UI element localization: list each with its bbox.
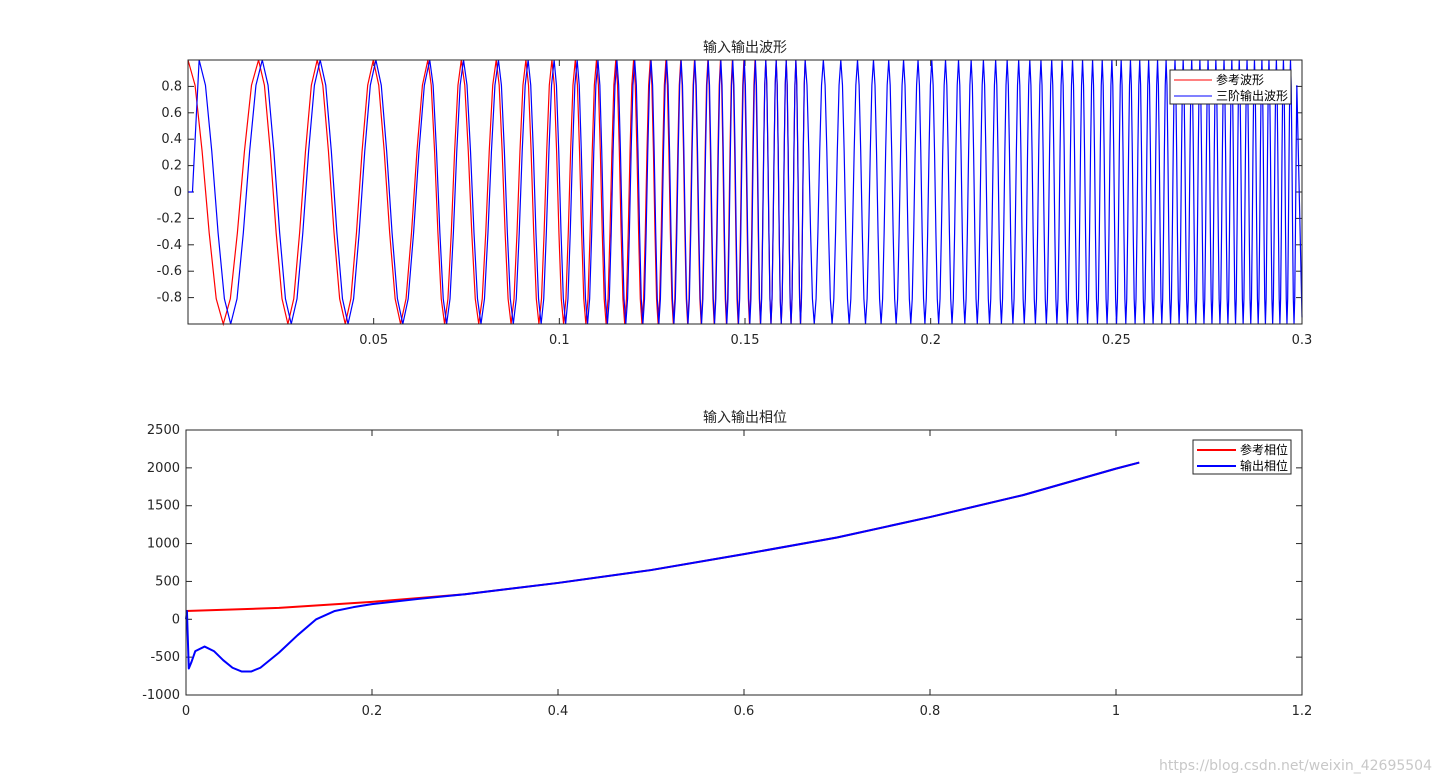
y-tick-label: -500 bbox=[150, 650, 180, 665]
y-tick-label: 1000 bbox=[147, 537, 180, 552]
y-tick-label: -0.2 bbox=[157, 211, 182, 226]
legend-box bbox=[1169, 69, 1292, 105]
plot-phase: 0 0.2 0.4 0.6 0.8 1 1.2 2500 2000 1500 1000 500 0 -50… bbox=[142, 410, 1312, 719]
y-tick-label: 0 bbox=[172, 612, 180, 627]
x-tick-label: 0.4 bbox=[548, 704, 569, 719]
x-tick-label: 0.2 bbox=[920, 333, 941, 348]
x-tick-label: 0.2 bbox=[362, 704, 383, 719]
x-tick-label: 0.8 bbox=[920, 704, 941, 719]
legend-label-output: 输出相位 bbox=[1240, 458, 1288, 473]
plot-waveform-frame bbox=[187, 59, 1303, 325]
legend-label-reference: 参考波形 bbox=[1216, 72, 1264, 87]
x-tick-label: 0 bbox=[182, 704, 190, 719]
y-tick-label: 0 bbox=[174, 185, 182, 200]
plot-waveform-title: 输入输出波形 bbox=[703, 40, 787, 56]
y-tick-label: 0.6 bbox=[161, 106, 182, 121]
legend-label-output: 三阶输出波形 bbox=[1216, 88, 1288, 103]
y-tick-label: 0.8 bbox=[161, 79, 182, 94]
y-tick-label: -1000 bbox=[142, 688, 180, 703]
y-tick-label: 1500 bbox=[147, 499, 180, 514]
series-line-output bbox=[185, 461, 1140, 673]
y-tick-label: 500 bbox=[155, 574, 180, 589]
y-tick-label: 2500 bbox=[147, 423, 180, 438]
plot-phase-background bbox=[186, 430, 1302, 695]
y-tick-label: -0.4 bbox=[157, 238, 182, 253]
x-tick-label: 0.3 bbox=[1292, 333, 1313, 348]
y-tick-label: -0.8 bbox=[157, 291, 182, 306]
legend-label-reference: 参考相位 bbox=[1240, 442, 1288, 457]
plot-phase-legend: 参考相位 输出相位 bbox=[1192, 439, 1292, 475]
x-tick-label: 1.2 bbox=[1292, 704, 1313, 719]
y-tick-label: -0.6 bbox=[157, 264, 182, 279]
plot-waveform-legend: 参考波形 三阶输出波形 bbox=[1169, 69, 1292, 105]
x-tick-label: 1 bbox=[1112, 704, 1120, 719]
legend-box bbox=[1192, 439, 1292, 475]
plot-phase-frame bbox=[185, 429, 1303, 696]
x-tick-label: 0.1 bbox=[549, 333, 570, 348]
x-tick-label: 0.25 bbox=[1102, 333, 1131, 348]
watermark: https://blog.csdn.net/weixin_42695504 bbox=[1158, 758, 1432, 774]
x-tick-label: 0.15 bbox=[731, 333, 760, 348]
plot-phase-series bbox=[185, 461, 1140, 673]
plot-waveform: 0.05 0.1 0.15 0.2 0.25 0.3 0.8 0.6 0.4 0.2 0 -0.2 -0… bbox=[157, 40, 1313, 348]
y-tick-label: 0.2 bbox=[161, 159, 182, 174]
y-tick-label: 2000 bbox=[147, 461, 180, 476]
x-tick-label: 0.6 bbox=[734, 704, 755, 719]
y-tick-label: 0.4 bbox=[161, 132, 182, 147]
plot-phase-ticks: 0 0.2 0.4 0.6 0.8 1 1.2 2500 2000 1500 1000 500 0 -50… bbox=[142, 423, 1312, 719]
x-tick-label: 0.05 bbox=[359, 333, 388, 348]
plot-phase-title: 输入输出相位 bbox=[703, 410, 787, 426]
